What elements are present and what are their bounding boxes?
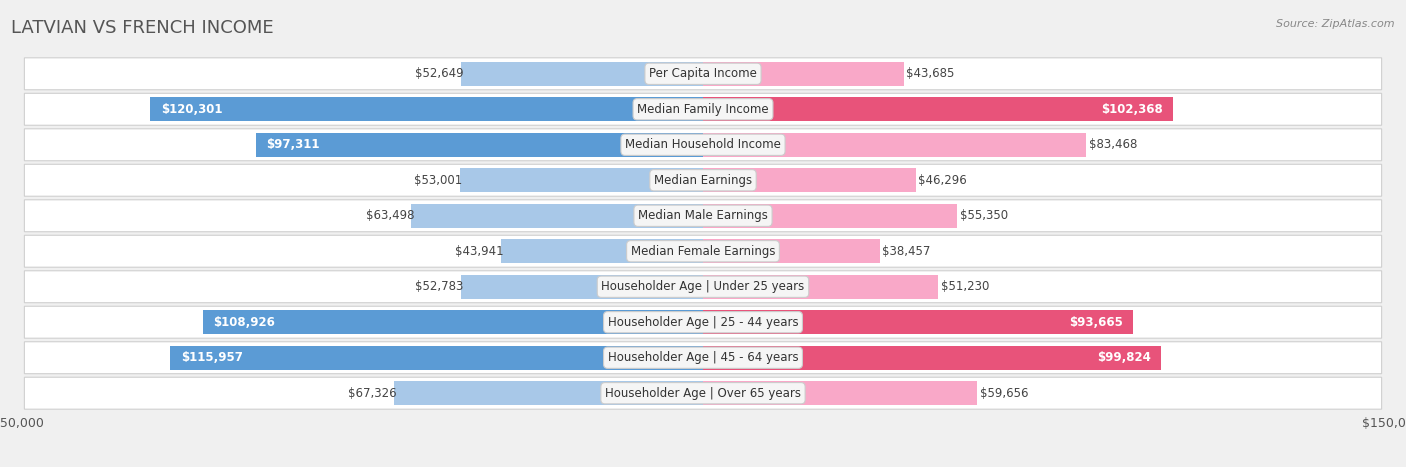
Bar xyxy=(703,275,938,299)
FancyBboxPatch shape xyxy=(24,93,1382,125)
Text: $63,498: $63,498 xyxy=(366,209,415,222)
FancyBboxPatch shape xyxy=(24,342,1382,374)
FancyBboxPatch shape xyxy=(24,58,1382,90)
Text: $46,296: $46,296 xyxy=(918,174,967,187)
Bar xyxy=(703,133,1087,157)
Text: $52,649: $52,649 xyxy=(415,67,464,80)
Bar xyxy=(461,62,703,86)
Text: $67,326: $67,326 xyxy=(347,387,396,400)
Text: Per Capita Income: Per Capita Income xyxy=(650,67,756,80)
FancyBboxPatch shape xyxy=(24,164,1382,196)
FancyBboxPatch shape xyxy=(24,271,1382,303)
FancyBboxPatch shape xyxy=(24,200,1382,232)
Text: Householder Age | 25 - 44 years: Householder Age | 25 - 44 years xyxy=(607,316,799,329)
Text: $51,230: $51,230 xyxy=(941,280,990,293)
Text: $43,941: $43,941 xyxy=(456,245,503,258)
Bar xyxy=(703,346,1161,370)
Bar xyxy=(394,381,703,405)
Bar xyxy=(202,310,703,334)
Text: $97,311: $97,311 xyxy=(266,138,321,151)
Text: $43,685: $43,685 xyxy=(907,67,955,80)
Text: Median Family Income: Median Family Income xyxy=(637,103,769,116)
Bar xyxy=(256,133,703,157)
Text: Householder Age | Over 65 years: Householder Age | Over 65 years xyxy=(605,387,801,400)
Text: $53,001: $53,001 xyxy=(415,174,463,187)
Text: $93,665: $93,665 xyxy=(1069,316,1123,329)
Text: Householder Age | Under 25 years: Householder Age | Under 25 years xyxy=(602,280,804,293)
FancyBboxPatch shape xyxy=(24,129,1382,161)
Bar xyxy=(703,204,957,228)
Text: Median Earnings: Median Earnings xyxy=(654,174,752,187)
Text: Median Male Earnings: Median Male Earnings xyxy=(638,209,768,222)
Bar xyxy=(150,97,703,121)
Text: $55,350: $55,350 xyxy=(960,209,1008,222)
Bar xyxy=(460,168,703,192)
Text: $102,368: $102,368 xyxy=(1101,103,1163,116)
Bar xyxy=(703,381,977,405)
Text: $99,824: $99,824 xyxy=(1097,351,1152,364)
Text: $108,926: $108,926 xyxy=(214,316,276,329)
Bar xyxy=(703,310,1133,334)
FancyBboxPatch shape xyxy=(24,306,1382,338)
Text: Source: ZipAtlas.com: Source: ZipAtlas.com xyxy=(1277,19,1395,28)
Text: $52,783: $52,783 xyxy=(415,280,464,293)
Bar xyxy=(412,204,703,228)
Bar xyxy=(703,97,1173,121)
Text: Median Household Income: Median Household Income xyxy=(626,138,780,151)
FancyBboxPatch shape xyxy=(24,377,1382,409)
Text: $38,457: $38,457 xyxy=(883,245,931,258)
Bar xyxy=(703,168,915,192)
Bar xyxy=(703,62,904,86)
Bar xyxy=(501,239,703,263)
Text: LATVIAN VS FRENCH INCOME: LATVIAN VS FRENCH INCOME xyxy=(11,19,274,37)
Bar xyxy=(703,239,880,263)
Text: Householder Age | 45 - 64 years: Householder Age | 45 - 64 years xyxy=(607,351,799,364)
Text: $83,468: $83,468 xyxy=(1090,138,1137,151)
FancyBboxPatch shape xyxy=(24,235,1382,267)
Text: $115,957: $115,957 xyxy=(181,351,243,364)
Bar xyxy=(170,346,703,370)
Text: $59,656: $59,656 xyxy=(980,387,1028,400)
Bar xyxy=(461,275,703,299)
Text: $120,301: $120,301 xyxy=(160,103,222,116)
Text: Median Female Earnings: Median Female Earnings xyxy=(631,245,775,258)
